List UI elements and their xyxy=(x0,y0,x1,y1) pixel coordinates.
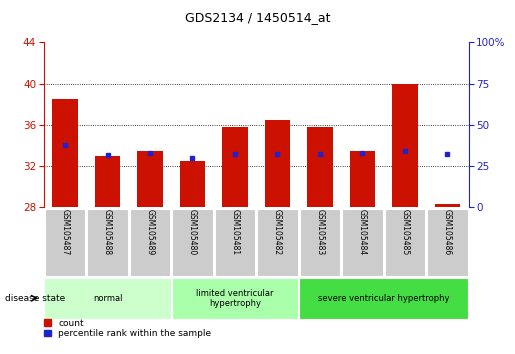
Bar xyxy=(95,156,121,207)
Bar xyxy=(299,278,468,319)
Bar xyxy=(180,161,205,207)
Bar xyxy=(257,209,298,276)
Legend: count, percentile rank within the sample: count, percentile rank within the sample xyxy=(44,319,211,338)
Text: GSM105487: GSM105487 xyxy=(61,209,70,256)
Text: GSM105480: GSM105480 xyxy=(188,209,197,256)
Bar xyxy=(300,209,340,276)
Bar xyxy=(87,209,128,276)
Text: GSM105485: GSM105485 xyxy=(401,209,409,256)
Text: GSM105481: GSM105481 xyxy=(231,209,239,255)
Text: GSM105482: GSM105482 xyxy=(273,209,282,255)
Text: severe ventricular hypertrophy: severe ventricular hypertrophy xyxy=(318,294,450,303)
Text: GSM105489: GSM105489 xyxy=(146,209,154,256)
Bar xyxy=(392,84,418,207)
Bar xyxy=(45,209,85,276)
Bar xyxy=(265,120,290,207)
Bar xyxy=(53,99,78,207)
Bar xyxy=(222,127,248,207)
Bar xyxy=(171,278,298,319)
Bar xyxy=(385,209,425,276)
Text: normal: normal xyxy=(93,294,122,303)
Text: GSM105486: GSM105486 xyxy=(443,209,452,256)
Text: limited ventricular
hypertrophy: limited ventricular hypertrophy xyxy=(196,289,273,308)
Bar xyxy=(44,278,171,319)
Bar xyxy=(215,209,255,276)
Text: GSM105484: GSM105484 xyxy=(358,209,367,256)
Bar xyxy=(435,204,460,207)
Bar xyxy=(350,150,375,207)
Bar xyxy=(137,150,163,207)
Bar xyxy=(342,209,383,276)
Bar xyxy=(130,209,170,276)
Bar xyxy=(307,127,333,207)
Text: GDS2134 / 1450514_at: GDS2134 / 1450514_at xyxy=(185,11,330,24)
Bar xyxy=(172,209,213,276)
Bar xyxy=(427,209,468,276)
Text: GSM105488: GSM105488 xyxy=(103,209,112,255)
Text: GSM105483: GSM105483 xyxy=(316,209,324,256)
Text: disease state: disease state xyxy=(5,294,65,303)
